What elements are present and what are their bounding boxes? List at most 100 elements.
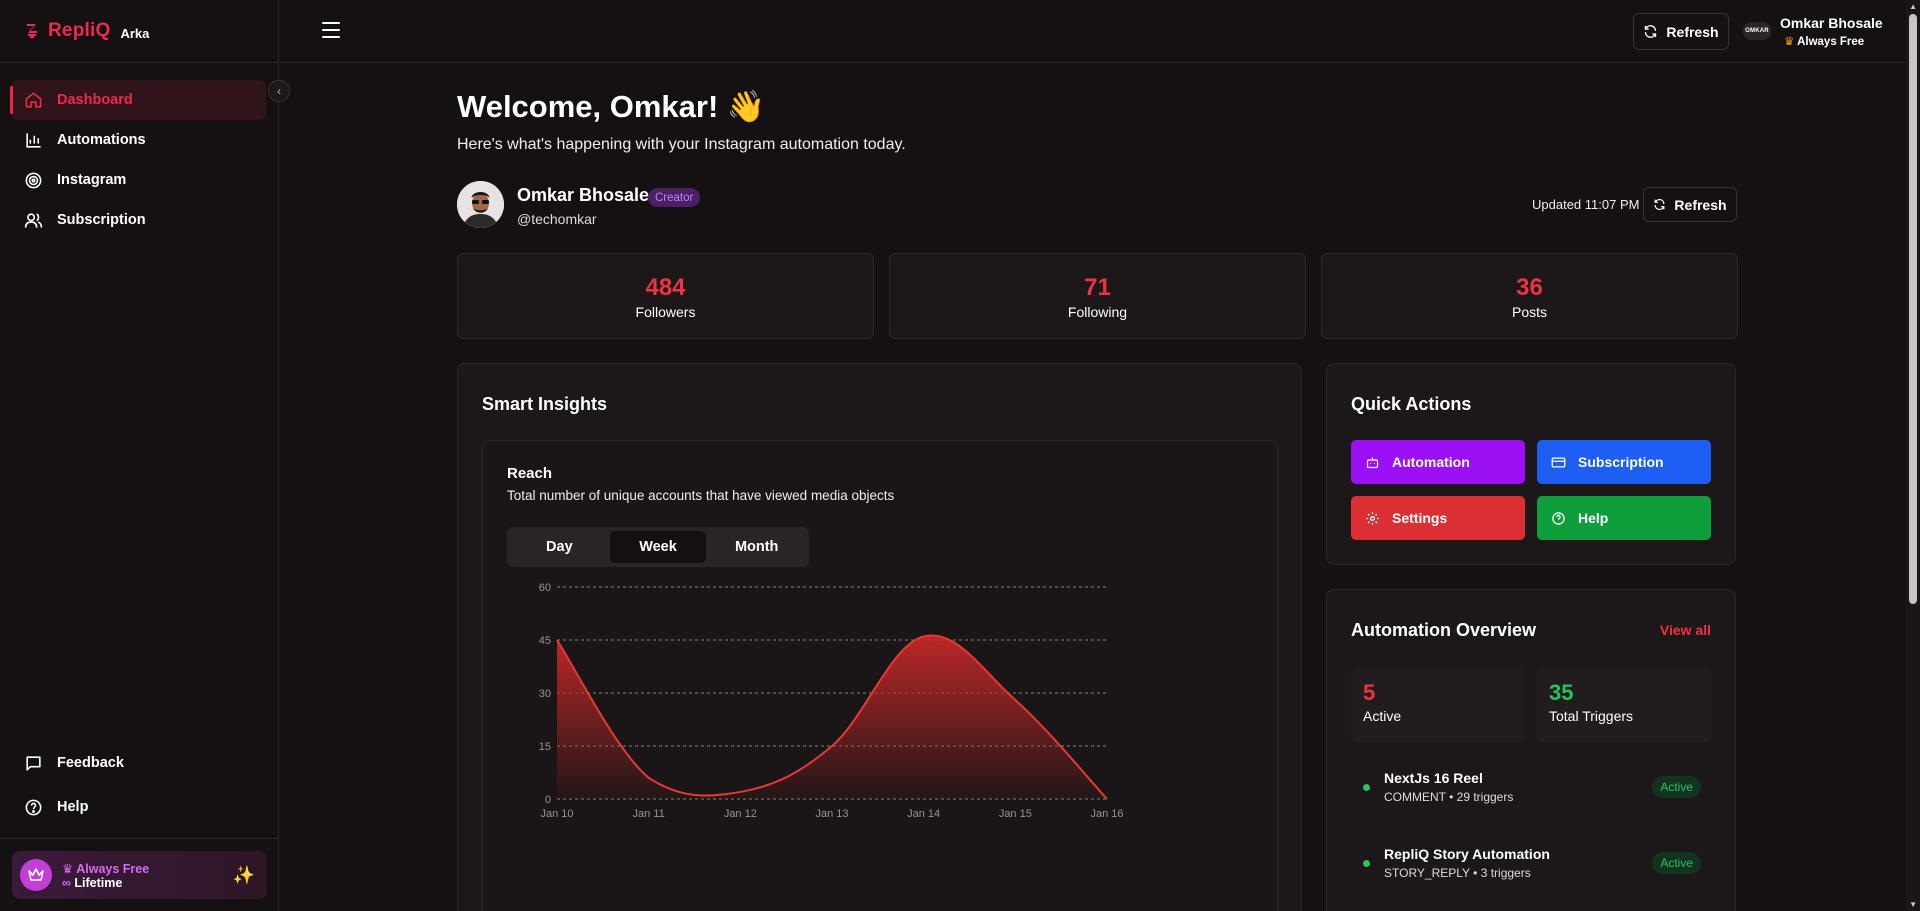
period-tabs: Day Week Month [507,527,809,567]
triggers-count: 35 [1549,680,1574,705]
sidebar-item-dashboard[interactable]: Dashboard [10,80,266,120]
refresh-label: Refresh [1666,23,1719,40]
stat-label: Posts [1511,304,1547,320]
subscription-button[interactable]: Subscription [1537,440,1711,484]
sidebar-item-subscription[interactable]: Subscription [10,200,266,240]
chevron-left-icon: ‹ [277,84,281,98]
help-circle-icon [1552,511,1565,525]
page-subtitle: Here's what's happening with your Instag… [457,136,906,153]
plan-title: Always Free [76,861,150,876]
tab-week[interactable]: Week [609,531,707,563]
plan-duration: Lifetime [74,875,123,890]
y-tick-label: 30 [539,688,551,700]
sidebar-item-label: Dashboard [57,92,133,108]
menu-icon[interactable] [322,22,340,38]
tab-day[interactable]: Day [546,539,573,555]
status-badge: Active [1652,776,1701,798]
automation-button[interactable]: Automation [1351,440,1525,484]
sidebar-item-feedback[interactable]: Feedback [10,741,266,785]
stat-value: 71 [1084,274,1111,301]
message-icon [26,755,41,771]
active-count-tile: 5 Active [1351,668,1525,742]
crown-icon [20,859,52,891]
x-tick-label: Jan 15 [999,808,1032,820]
page-title: Welcome, Omkar! 👋 [457,89,766,124]
profile-avatar[interactable] [457,181,504,228]
bot-icon [1366,457,1379,468]
stat-value: 36 [1516,274,1543,301]
sidebar-item-label: Subscription [57,212,146,228]
status-badge: Active [1652,852,1701,874]
sidebar-item-label: Feedback [57,755,124,771]
top-refresh-button[interactable]: Refresh [1633,13,1729,50]
refresh-button[interactable]: Refresh [1643,187,1737,222]
creator-badge: Creator [648,188,701,207]
y-tick-label: 15 [539,741,551,753]
tab-month[interactable]: Month [734,539,779,555]
bar-chart-icon [26,132,41,148]
automation-meta: COMMENT • 29 triggers [1384,790,1514,804]
help-button[interactable]: Help [1537,496,1711,540]
sidebar-bottom: Feedback Help [10,741,266,829]
user-name: Omkar Bhosale [1780,15,1883,31]
list-item[interactable]: RepliQ Story Automation STORY_REPLY • 3 … [1351,842,1701,892]
crown-icon: ♛ [1784,36,1798,48]
reach-line [556,634,1108,800]
automation-meta: STORY_REPLY • 3 triggers [1384,866,1531,880]
help-label: Help [1578,510,1609,526]
reach-panel: Reach Total number of unique accounts th… [482,440,1278,911]
sidebar: RepliQ Arka Dashboard Automations Instag… [0,0,279,911]
brand[interactable]: RepliQ Arka [0,0,278,63]
reach-subtitle: Total number of unique accounts that hav… [507,488,895,503]
scroll-up-icon[interactable]: ▲ [1909,2,1917,11]
automation-name: RepliQ Story Automation [1384,846,1550,862]
triggers-label: Total Triggers [1549,708,1634,724]
user-avatar[interactable]: OMKAR [1743,22,1771,40]
y-tick-label: 0 [545,794,551,806]
list-item[interactable]: NextJs 16 Reel COMMENT • 29 triggers Act… [1351,766,1701,816]
users-icon [24,212,43,228]
settings-label: Settings [1392,510,1448,526]
reach-title: Reach [507,465,553,482]
infinity-icon: ∞ [62,875,75,890]
view-all-link[interactable]: View all [1659,622,1711,638]
user-plan: Always Free [1797,36,1865,48]
insights-title: Smart Insights [482,394,608,414]
page-scrollbar[interactable]: ▲ ▼ [1906,0,1920,911]
home-icon [25,92,42,108]
stat-value: 484 [645,274,686,301]
sidebar-item-help[interactable]: Help [10,785,266,829]
reach-chart: 0 15 30 45 60 Jan 10 Jan 11 Jan 12 Jan 13 Jan 14 J… [539,582,1124,820]
user-menu[interactable]: Omkar Bhosale ♛ Always Free [1780,15,1883,48]
x-tick-label: Jan 11 [633,808,665,820]
smart-insights-card: Smart Insights Reach Total number of uni… [457,363,1302,911]
brand-sub: Arka [120,25,150,41]
plan-card[interactable]: ♛ Always Free ∞ Lifetime ✨ [12,851,267,899]
brand-name: RepliQ [48,20,111,41]
status-dot [1363,860,1370,867]
scroll-thumb[interactable] [1909,14,1917,604]
stat-following: 71 Following [889,253,1306,339]
x-tick-label: Jan 16 [1090,808,1123,820]
refresh-icon [1654,198,1665,211]
sidebar-item-automations[interactable]: Automations [10,120,266,160]
sidebar-item-instagram[interactable]: Instagram [10,160,266,200]
triggers-count-tile: 35 Total Triggers [1537,668,1711,742]
y-tick-label: 60 [539,582,551,594]
stat-label: Following [1067,304,1128,320]
scroll-down-icon[interactable]: ▼ [1909,900,1917,909]
quick-actions-card: Quick Actions Automation Subscription Se… [1326,363,1736,565]
target-icon [25,172,42,188]
topbar: Refresh OMKAR Omkar Bhosale ♛ Always Fre… [280,0,1906,63]
stat-posts: 36 Posts [1321,253,1738,339]
collapse-sidebar-button[interactable]: ‹ [268,80,290,102]
x-tick-label: Jan 10 [540,808,573,820]
sparkles-icon: ✨ [232,865,255,885]
settings-button[interactable]: Settings [1351,496,1525,540]
active-count: 5 [1363,680,1376,705]
y-tick-label: 45 [539,635,551,647]
crown-small-icon: ♛ [62,861,77,876]
profile-handle: @techomkar [517,211,597,227]
profile-name: Omkar Bhosale [517,185,650,205]
stat-label: Followers [635,304,696,320]
